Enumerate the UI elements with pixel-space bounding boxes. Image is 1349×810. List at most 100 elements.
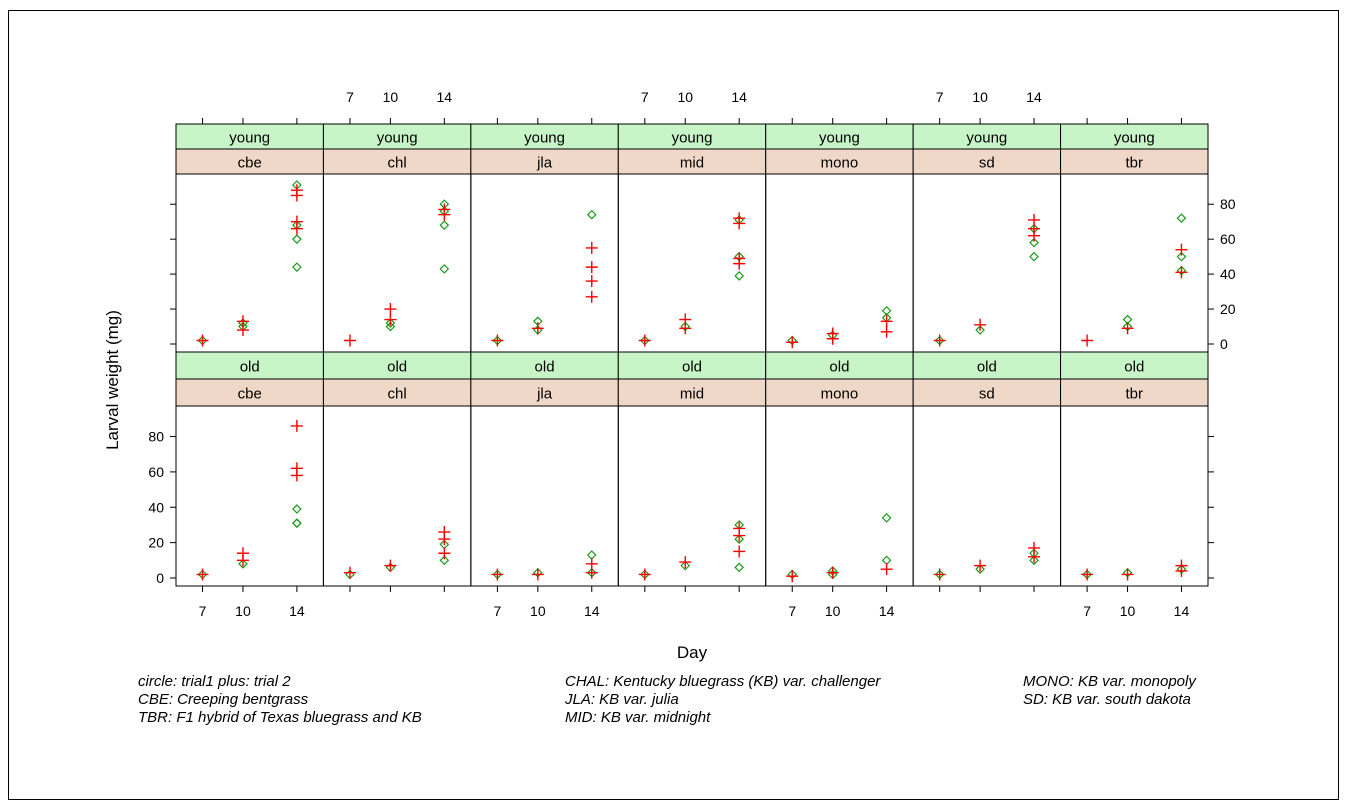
trial1-point <box>1176 251 1187 262</box>
legend-line: CHAL: Kentucky bluegrass (KB) var. chall… <box>565 673 881 690</box>
x-tick-label: 14 <box>289 603 305 619</box>
trial1-point <box>680 560 691 571</box>
trial2-point <box>585 290 598 303</box>
trial1-point <box>734 271 745 281</box>
trial2-point <box>638 334 651 347</box>
trial1-point <box>734 562 745 573</box>
trial2-point <box>236 554 249 567</box>
trial2-point <box>1175 243 1188 256</box>
trial2-point <box>491 334 504 347</box>
x-axis-label: Day <box>677 643 708 662</box>
trial1-point <box>734 534 745 544</box>
trial1-point <box>439 555 450 566</box>
panel <box>912 405 1062 587</box>
y-tick-label: 80 <box>1220 196 1236 212</box>
strip-age <box>617 351 767 380</box>
figure-frame <box>8 10 1339 800</box>
strip-grass-label: tbr <box>1126 386 1144 403</box>
trial1-point <box>975 564 985 575</box>
strip-age <box>617 123 767 150</box>
trial2-point <box>880 563 893 576</box>
trial2-point <box>880 325 893 338</box>
strip-grass <box>912 378 1062 407</box>
trial1-point <box>1176 213 1187 224</box>
trial2-point <box>438 208 451 221</box>
trial1-point <box>439 264 450 274</box>
trial2-point <box>491 568 504 581</box>
x-tick-label: 10 <box>972 89 988 105</box>
trial2-point <box>1121 322 1134 335</box>
x-tick-label: 10 <box>677 89 693 105</box>
trial1-point <box>586 209 597 220</box>
strip-grass-label: sd <box>979 155 995 172</box>
strip-grass-label: mono <box>821 386 859 403</box>
x-tick-label: 7 <box>346 89 354 105</box>
strip-age <box>322 351 472 380</box>
strip-grass <box>912 148 1062 175</box>
y-tick-label: 40 <box>148 499 164 515</box>
y-tick-label: 80 <box>148 429 164 445</box>
trial2-point <box>585 275 598 288</box>
trial2-point <box>733 217 746 230</box>
x-tick-label: 14 <box>731 89 747 105</box>
panel <box>175 405 324 587</box>
trial2-point <box>585 566 598 579</box>
trial1-point <box>881 555 892 566</box>
strip-grass <box>1060 378 1209 407</box>
trial2-point <box>196 568 209 581</box>
trial2-point <box>679 556 692 569</box>
trial1-point <box>292 262 302 272</box>
trial1-point <box>292 234 302 245</box>
trial2-point <box>638 568 651 581</box>
x-tick-label: 10 <box>383 89 399 105</box>
strip-age <box>765 351 914 380</box>
strip-age-label: old <box>535 359 555 376</box>
trial2-point <box>531 568 544 581</box>
strip-age <box>912 351 1062 380</box>
panel <box>322 405 472 587</box>
trial2-point <box>786 570 799 583</box>
x-tick-label: 14 <box>584 603 600 619</box>
strip-grass-label: chl <box>388 155 407 172</box>
legend-line: CBE: Creeping bentgrass <box>138 691 309 708</box>
trial2-point <box>1081 568 1094 581</box>
strip-grass-label: sd <box>979 386 995 403</box>
strip-age-label: young <box>229 130 270 147</box>
legend-line: TBR: F1 hybrid of Texas bluegrass and KB <box>138 709 422 726</box>
x-tick-label: 7 <box>788 603 796 619</box>
panel <box>175 173 324 353</box>
trial2-point <box>1028 550 1041 563</box>
y-tick-label: 20 <box>1220 301 1236 317</box>
trial2-point <box>585 261 598 274</box>
strip-grass-label: cbe <box>238 155 262 172</box>
trial2-point <box>826 332 839 345</box>
trial2-point <box>733 257 746 270</box>
trial2-point <box>974 559 987 572</box>
legend-col-2: CHAL: Kentucky bluegrass (KB) var. chall… <box>565 673 880 727</box>
trial2-point <box>438 533 451 546</box>
strip-grass-label: cbe <box>238 386 262 403</box>
trial1-point <box>1029 555 1039 566</box>
panel <box>1060 173 1209 353</box>
strip-age-label: young <box>524 130 565 147</box>
strip-grass <box>175 148 324 175</box>
trial2-point <box>585 241 598 254</box>
trial2-point <box>531 322 544 335</box>
x-tick-label: 7 <box>199 603 207 619</box>
panel <box>617 405 767 587</box>
trial1-point <box>881 305 892 316</box>
panel <box>765 173 914 353</box>
trial2-point <box>290 419 303 432</box>
x-tick-label: 7 <box>936 89 944 105</box>
panel <box>912 173 1062 353</box>
panel <box>322 173 472 353</box>
legend-line: MONO: KB var. monopoly <box>1023 673 1196 690</box>
strip-age <box>175 351 324 380</box>
legend-col-1: circle: trial1 plus: trial 2 CBE: Creepi… <box>138 673 422 727</box>
trial2-point <box>384 313 397 326</box>
trial1-point <box>975 325 985 335</box>
trial2-point <box>343 566 356 579</box>
trial2-point <box>438 547 451 560</box>
trial2-point <box>384 303 397 316</box>
